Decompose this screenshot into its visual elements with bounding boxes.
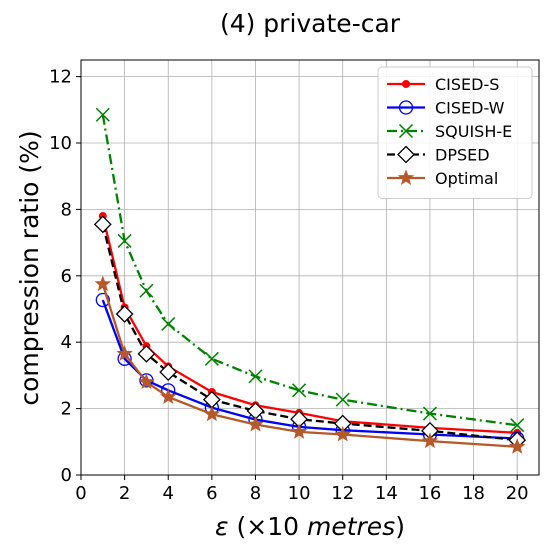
x-axis-suffix: ) bbox=[395, 512, 405, 541]
data-point-squish-e bbox=[161, 316, 176, 331]
legend-marker-cised-s bbox=[402, 80, 410, 88]
plot-frame bbox=[80, 59, 540, 476]
series-cised-s bbox=[98, 212, 522, 437]
data-point-squish-e bbox=[117, 233, 132, 248]
legend-marker-optimal bbox=[397, 169, 415, 185]
data-point-optimal bbox=[116, 345, 133, 361]
x-tick-label: 8 bbox=[250, 483, 261, 504]
data-point-optimal bbox=[508, 438, 526, 454]
data-point-optimal bbox=[334, 425, 351, 442]
x-axis-symbol: ε bbox=[215, 512, 229, 541]
data-point-optimal bbox=[94, 275, 112, 292]
x-tick-label: 16 bbox=[418, 483, 441, 504]
legend-item-cised-w: CISED-W bbox=[387, 99, 505, 118]
legend-label-cised-w: CISED-W bbox=[435, 99, 505, 118]
data-point-squish-e bbox=[335, 392, 350, 407]
legend-marker-dpsed bbox=[397, 145, 415, 164]
data-point-squish-e bbox=[422, 406, 437, 421]
data-point-squish-e bbox=[510, 418, 525, 433]
x-tick-label: 12 bbox=[331, 483, 354, 504]
chart-title: (4) private-car bbox=[220, 9, 401, 38]
legend: CISED-S CISED-W SQUISH-E DPSED Optimal bbox=[377, 66, 533, 199]
y-tick-label: 0 bbox=[61, 465, 72, 486]
x-axis-prefix: (×10 bbox=[237, 512, 307, 541]
data-point-dpsed bbox=[93, 215, 112, 234]
x-tick-label: 10 bbox=[288, 483, 311, 504]
data-point-optimal bbox=[290, 423, 308, 439]
data-point-squish-e bbox=[95, 107, 110, 122]
legend-label-dpsed: DPSED bbox=[435, 146, 490, 165]
x-tick-label: 18 bbox=[462, 483, 485, 504]
x-tick-label: 4 bbox=[163, 483, 174, 504]
x-axis-title: ε (×10 metres) bbox=[215, 512, 405, 541]
legend-item-squish-e: SQUISH-E bbox=[387, 122, 512, 141]
series-layer bbox=[93, 107, 527, 454]
legend-label-squish-e: SQUISH-E bbox=[435, 122, 512, 141]
series-line-squish-e bbox=[101, 114, 518, 427]
y-tick-label: 8 bbox=[61, 199, 72, 220]
x-tick-label: 2 bbox=[119, 483, 130, 504]
y-tick-label: 2 bbox=[61, 399, 72, 420]
y-tick-label: 12 bbox=[49, 67, 72, 88]
data-point-squish-e bbox=[204, 351, 219, 366]
series-squish-e bbox=[95, 107, 525, 433]
legend-box bbox=[377, 66, 533, 199]
x-tick-label: 14 bbox=[375, 483, 398, 504]
series-line-optimal bbox=[101, 283, 518, 448]
y-tick-label: 6 bbox=[61, 266, 72, 287]
y-tick-label: 4 bbox=[61, 332, 72, 353]
legend-marker-squish-e bbox=[398, 123, 414, 139]
data-point-squish-e bbox=[292, 383, 307, 398]
legend-label-optimal: Optimal bbox=[435, 169, 498, 188]
data-point-dpsed bbox=[137, 344, 156, 363]
x-tick-label: 0 bbox=[75, 483, 86, 504]
data-point-squish-e bbox=[139, 283, 154, 298]
data-point-optimal bbox=[160, 388, 177, 404]
series-cised-w bbox=[95, 292, 525, 446]
y-axis-title: compression ratio (%) bbox=[15, 130, 44, 405]
series-dpsed bbox=[93, 215, 527, 450]
series-line-cised-s bbox=[101, 215, 518, 434]
x-tick-label: 6 bbox=[206, 483, 217, 504]
data-point-optimal bbox=[138, 373, 155, 390]
y-tick-label: 10 bbox=[49, 133, 72, 154]
data-point-squish-e bbox=[248, 369, 263, 384]
legend-label-cised-s: CISED-S bbox=[435, 75, 499, 94]
legend-item-cised-s: CISED-S bbox=[387, 75, 499, 94]
data-point-dpsed bbox=[115, 305, 134, 323]
series-optimal bbox=[94, 275, 526, 454]
series-line-dpsed bbox=[101, 224, 518, 442]
data-point-dpsed bbox=[159, 363, 178, 381]
x-axis-unit: metres bbox=[307, 512, 395, 541]
legend-item-dpsed: DPSED bbox=[387, 146, 490, 165]
x-tick-label: 20 bbox=[506, 483, 529, 504]
legend-item-optimal: Optimal bbox=[387, 169, 498, 188]
data-point-optimal bbox=[203, 405, 221, 422]
legend-marker-cised-w bbox=[398, 100, 414, 115]
data-point-cised-w bbox=[95, 292, 110, 308]
data-point-optimal bbox=[421, 432, 439, 449]
data-point-optimal bbox=[247, 415, 264, 432]
ticks: 0 2 4 6 8 10 12 14 16 18 20 0 2 4 6 8 10 12 bbox=[49, 67, 529, 504]
